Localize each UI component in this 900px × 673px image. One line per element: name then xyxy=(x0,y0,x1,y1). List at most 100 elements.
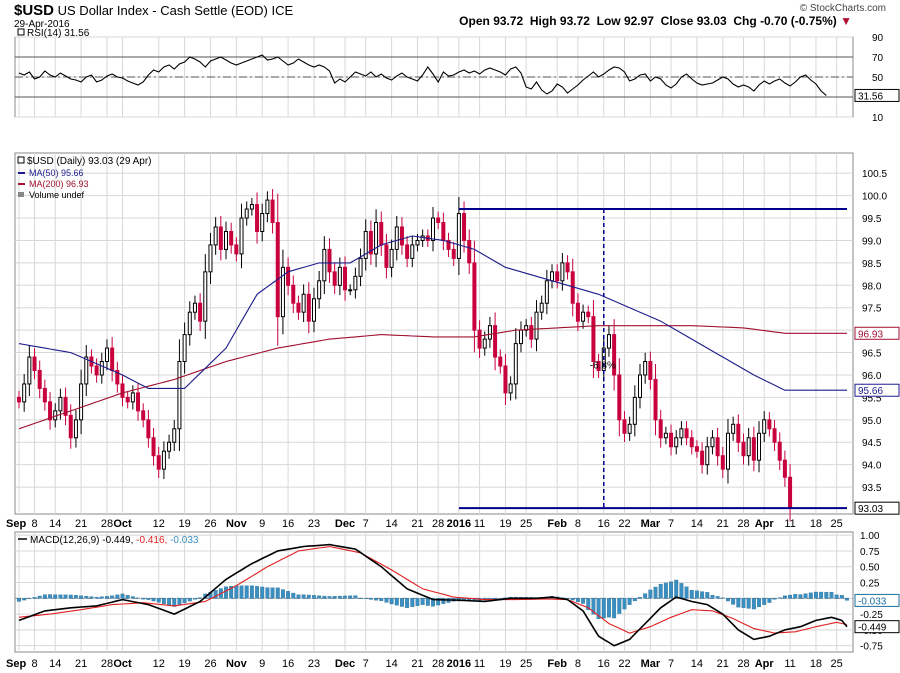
macd-histogram-bar xyxy=(239,585,244,599)
macd-histogram-bar xyxy=(803,593,808,599)
macd-histogram-bar xyxy=(741,598,746,608)
candle-body xyxy=(280,266,285,318)
price-tick-label: 96.5 xyxy=(862,349,882,360)
candle-body xyxy=(120,383,125,398)
quote-line: Open 93.72 High 93.72 Low 92.97 Close 93… xyxy=(459,14,852,28)
x-axis-label: 8 xyxy=(575,658,581,670)
candle-body xyxy=(244,208,249,219)
macd-histogram-bar xyxy=(363,598,368,599)
candle-body xyxy=(638,374,642,398)
macd-histogram-bar xyxy=(172,598,177,607)
candle-body xyxy=(358,257,363,277)
macd-histogram-bar xyxy=(653,586,658,599)
macd-histogram-bar xyxy=(679,583,684,599)
macd-histogram-bar xyxy=(105,596,109,599)
candle-body xyxy=(73,419,78,439)
x-axis-label: 21 xyxy=(75,518,87,530)
macd-histogram-bar xyxy=(726,598,730,602)
macd-histogram-bar xyxy=(296,594,301,599)
macd-histogram-bar xyxy=(312,595,316,599)
down-arrow-icon: ▼ xyxy=(840,14,852,28)
candle-body xyxy=(725,432,730,470)
macd-tick-label: 1.00 xyxy=(860,531,880,542)
candle-body xyxy=(487,325,492,340)
candle-body xyxy=(125,396,130,403)
price-tick-label: 99.5 xyxy=(862,214,882,225)
price-tick-label: 95.0 xyxy=(862,416,882,427)
macd-histogram-bar xyxy=(249,585,254,599)
volume-legend-swatch xyxy=(18,192,24,197)
macd-histogram-bar xyxy=(260,586,265,599)
candle-body xyxy=(467,239,472,264)
candle-body xyxy=(451,248,456,259)
candle-body xyxy=(213,226,218,246)
candle-body xyxy=(32,356,37,371)
macd-tick-label: 0.50 xyxy=(860,563,880,574)
macd-histogram-bar xyxy=(674,579,679,599)
candle-body xyxy=(234,244,239,255)
macd-histogram-bar xyxy=(648,589,653,599)
candle-body xyxy=(389,248,394,268)
macd-histogram-bar xyxy=(694,590,699,599)
x-axis-label: Oct xyxy=(113,658,132,670)
x-axis-label: 28 xyxy=(432,658,444,670)
macd-histogram-bar xyxy=(394,598,399,606)
candle-body xyxy=(203,271,208,322)
candle-body xyxy=(192,302,197,313)
candle-body xyxy=(146,419,151,439)
x-axis-label: 11 xyxy=(474,658,485,670)
x-axis-label: Apr xyxy=(755,518,775,530)
candle-body xyxy=(130,392,135,403)
candle-body xyxy=(762,419,767,434)
candle-body xyxy=(782,459,787,478)
x-axis-label: 8 xyxy=(31,658,37,670)
candle-body xyxy=(482,338,487,349)
macd-histogram-bar xyxy=(705,592,710,599)
candle-body xyxy=(22,383,27,403)
macd-histogram-bar xyxy=(715,596,720,599)
x-axis-label: 7 xyxy=(668,658,674,670)
x-axis-label: 21 xyxy=(75,658,87,670)
x-axis-label: 9 xyxy=(259,658,265,670)
candle-body xyxy=(322,248,327,282)
macd-histogram-bar xyxy=(224,586,228,599)
low-label: Low xyxy=(596,14,621,28)
x-axis-label: 9 xyxy=(259,518,265,530)
macd-histogram-bar xyxy=(607,598,611,618)
macd-histogram-bar xyxy=(638,597,642,599)
price-panel-frame xyxy=(14,152,854,515)
candle-body xyxy=(550,271,555,282)
x-axis-label: 11 xyxy=(474,518,485,530)
ma50-value-tag: 95.66 xyxy=(858,386,883,397)
candle-body xyxy=(612,334,617,376)
x-axis-label: 16 xyxy=(282,518,294,530)
candle-body xyxy=(663,432,668,439)
macd-histogram-bar xyxy=(89,596,94,599)
macd-signal-line xyxy=(18,545,848,634)
x-axis-label: 28 xyxy=(432,518,444,530)
macd-histogram-bar xyxy=(280,589,285,599)
macd-histogram-bar xyxy=(327,596,332,599)
x-axis-label: 22 xyxy=(618,658,630,670)
x-axis-label: Dec xyxy=(335,658,355,670)
candle-body xyxy=(17,396,21,403)
candle-body xyxy=(446,239,451,250)
macd-histogram-bar xyxy=(405,598,410,608)
x-axis-label: 12 xyxy=(153,658,165,670)
x-axis-label: 14 xyxy=(385,658,397,670)
macd-histogram-bar xyxy=(829,592,834,599)
candle-body xyxy=(653,378,658,421)
candle-body xyxy=(555,271,560,282)
macd-histogram-bar xyxy=(198,597,203,599)
x-axis-label: 25 xyxy=(520,658,532,670)
macd-histogram-bar xyxy=(17,598,21,602)
candle-body xyxy=(275,222,280,318)
x-axis-label: 14 xyxy=(691,658,703,670)
candle-body xyxy=(348,289,353,292)
x-axis-label: 25 xyxy=(520,518,532,530)
candle-body xyxy=(218,226,223,250)
x-axis-label: 11 xyxy=(784,658,795,670)
macd-histogram-bar xyxy=(322,595,327,599)
macd-histogram-bar xyxy=(420,598,425,605)
macd-histogram-bar xyxy=(156,598,161,603)
